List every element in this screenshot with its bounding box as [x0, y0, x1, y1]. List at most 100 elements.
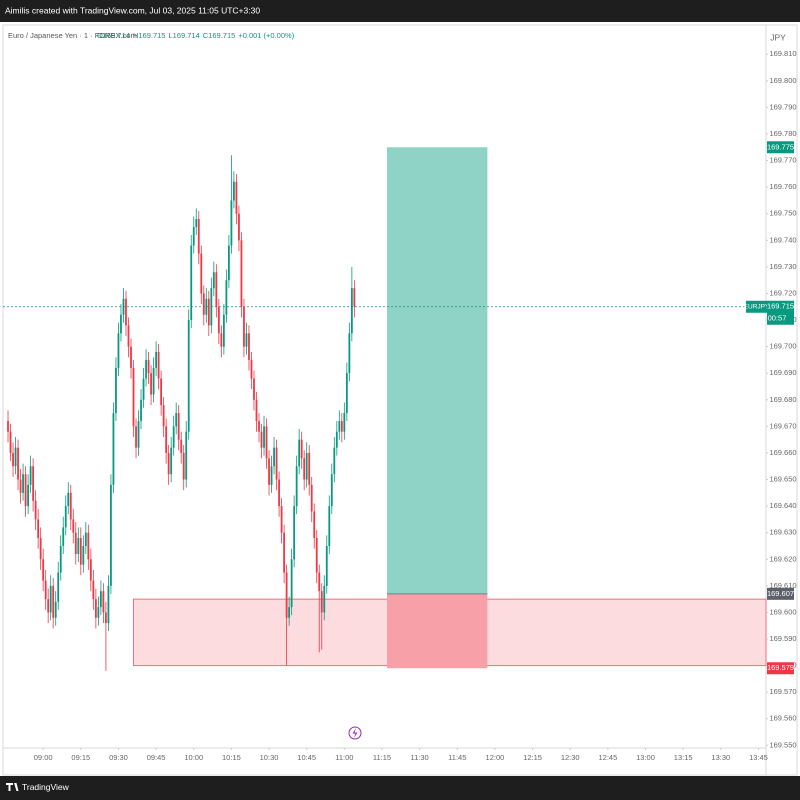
candle-body — [275, 447, 278, 480]
candle-body — [260, 431, 263, 448]
event-icon-bolt — [352, 728, 358, 738]
candle-body — [107, 585, 110, 624]
x-tick-label: 10:45 — [297, 753, 316, 762]
y-tick-label: 169.650 — [769, 475, 796, 484]
candle-body — [335, 431, 338, 448]
header-bar — [0, 0, 800, 22]
candle-body — [333, 447, 336, 475]
candle-body — [105, 612, 107, 624]
candle-body — [155, 351, 158, 368]
candle-body — [305, 452, 308, 480]
candle-body — [285, 572, 288, 618]
candle-body — [263, 426, 265, 448]
currency-label: JPY — [770, 32, 786, 42]
candle-body — [69, 492, 72, 520]
footer-text: TradingView — [22, 782, 70, 792]
candle-body — [235, 181, 238, 214]
candle-body — [248, 333, 250, 360]
candle-body — [250, 359, 253, 379]
x-tick-label: 09:30 — [109, 753, 128, 762]
candle-body — [72, 519, 75, 533]
candle-body — [82, 545, 85, 565]
y-tick-label: 169.750 — [769, 209, 796, 218]
target-price-label-box — [767, 141, 794, 154]
y-tick-label: 169.660 — [769, 448, 796, 457]
candle-body — [288, 607, 291, 618]
ohlc-legend-value: O169.714 — [97, 31, 130, 40]
entry-price-label: 169.607 — [767, 589, 794, 598]
x-tick-label: 12:00 — [486, 753, 505, 762]
candle-body — [29, 466, 32, 485]
candle-body — [89, 559, 92, 581]
position-profit — [387, 147, 488, 594]
y-tick-label: 169.630 — [769, 528, 796, 537]
candle-body — [44, 580, 47, 600]
candle-body — [323, 585, 326, 613]
y-tick-label: 169.680 — [769, 395, 796, 404]
candle-body — [150, 373, 152, 395]
y-tick-label: 169.730 — [769, 262, 796, 271]
candle-body — [200, 253, 203, 294]
y-tick-label: 169.690 — [769, 368, 796, 377]
candle-body — [202, 293, 205, 315]
candle-body — [137, 421, 140, 448]
x-tick-label: 12:15 — [523, 753, 542, 762]
candle-body — [54, 601, 57, 618]
candle-body — [253, 378, 255, 400]
candle-body — [167, 452, 170, 475]
chart-frame — [2, 24, 798, 776]
candle-body — [295, 466, 298, 507]
ohlc-legend-value: +0.001 (+0.00%) — [238, 31, 294, 40]
y-tick-label: 169.790 — [769, 102, 796, 111]
last-price-box — [767, 300, 794, 325]
candle-body — [265, 426, 268, 459]
candle-body — [283, 532, 286, 573]
candle-body — [14, 447, 17, 467]
candle-body — [59, 545, 62, 573]
candle-body — [165, 426, 168, 453]
header-text: Aimilis created with TradingView.com, Ju… — [5, 5, 260, 15]
candle-body — [330, 474, 333, 507]
candle-body — [192, 227, 195, 246]
candle-body — [127, 325, 130, 347]
candle-body — [182, 452, 185, 480]
candle-body — [162, 405, 165, 427]
candle-body — [217, 306, 220, 334]
candle-body — [27, 484, 29, 507]
candle-body — [280, 506, 283, 533]
last-price-label: 169.715 — [767, 302, 794, 311]
candle-body — [195, 219, 198, 228]
candle-body — [207, 298, 210, 326]
candle-body — [185, 431, 188, 480]
candle-body — [152, 367, 155, 395]
candle-body — [130, 346, 132, 368]
candle-body — [318, 572, 321, 592]
candle-body — [338, 421, 341, 432]
candle-body — [205, 298, 208, 315]
candle-body — [64, 506, 67, 528]
y-tick-label: 169.600 — [769, 607, 796, 616]
candle-body — [190, 245, 193, 321]
candle-body — [255, 399, 258, 422]
y-tick-label: 169.570 — [769, 687, 796, 696]
candle-body — [345, 373, 348, 414]
candle-body — [24, 474, 27, 507]
candle-body — [142, 378, 145, 400]
symbol-title: Euro / Japanese Yen · 1 · FOREX.com — [8, 31, 137, 40]
y-tick-label: 169.610 — [769, 581, 796, 590]
candle-body — [328, 506, 331, 546]
candle-body — [84, 532, 87, 546]
candle-body — [147, 359, 150, 374]
candle-body — [17, 447, 19, 480]
candle-body — [87, 532, 90, 560]
candle-body — [268, 458, 270, 485]
x-tick-label: 12:30 — [561, 753, 580, 762]
y-tick-label: 169.770 — [769, 156, 796, 165]
candle-body — [225, 280, 228, 315]
candle-body — [180, 439, 183, 453]
target-price-label: 169.775 — [767, 142, 794, 151]
candle-body — [212, 272, 215, 289]
candle-body — [145, 359, 147, 379]
